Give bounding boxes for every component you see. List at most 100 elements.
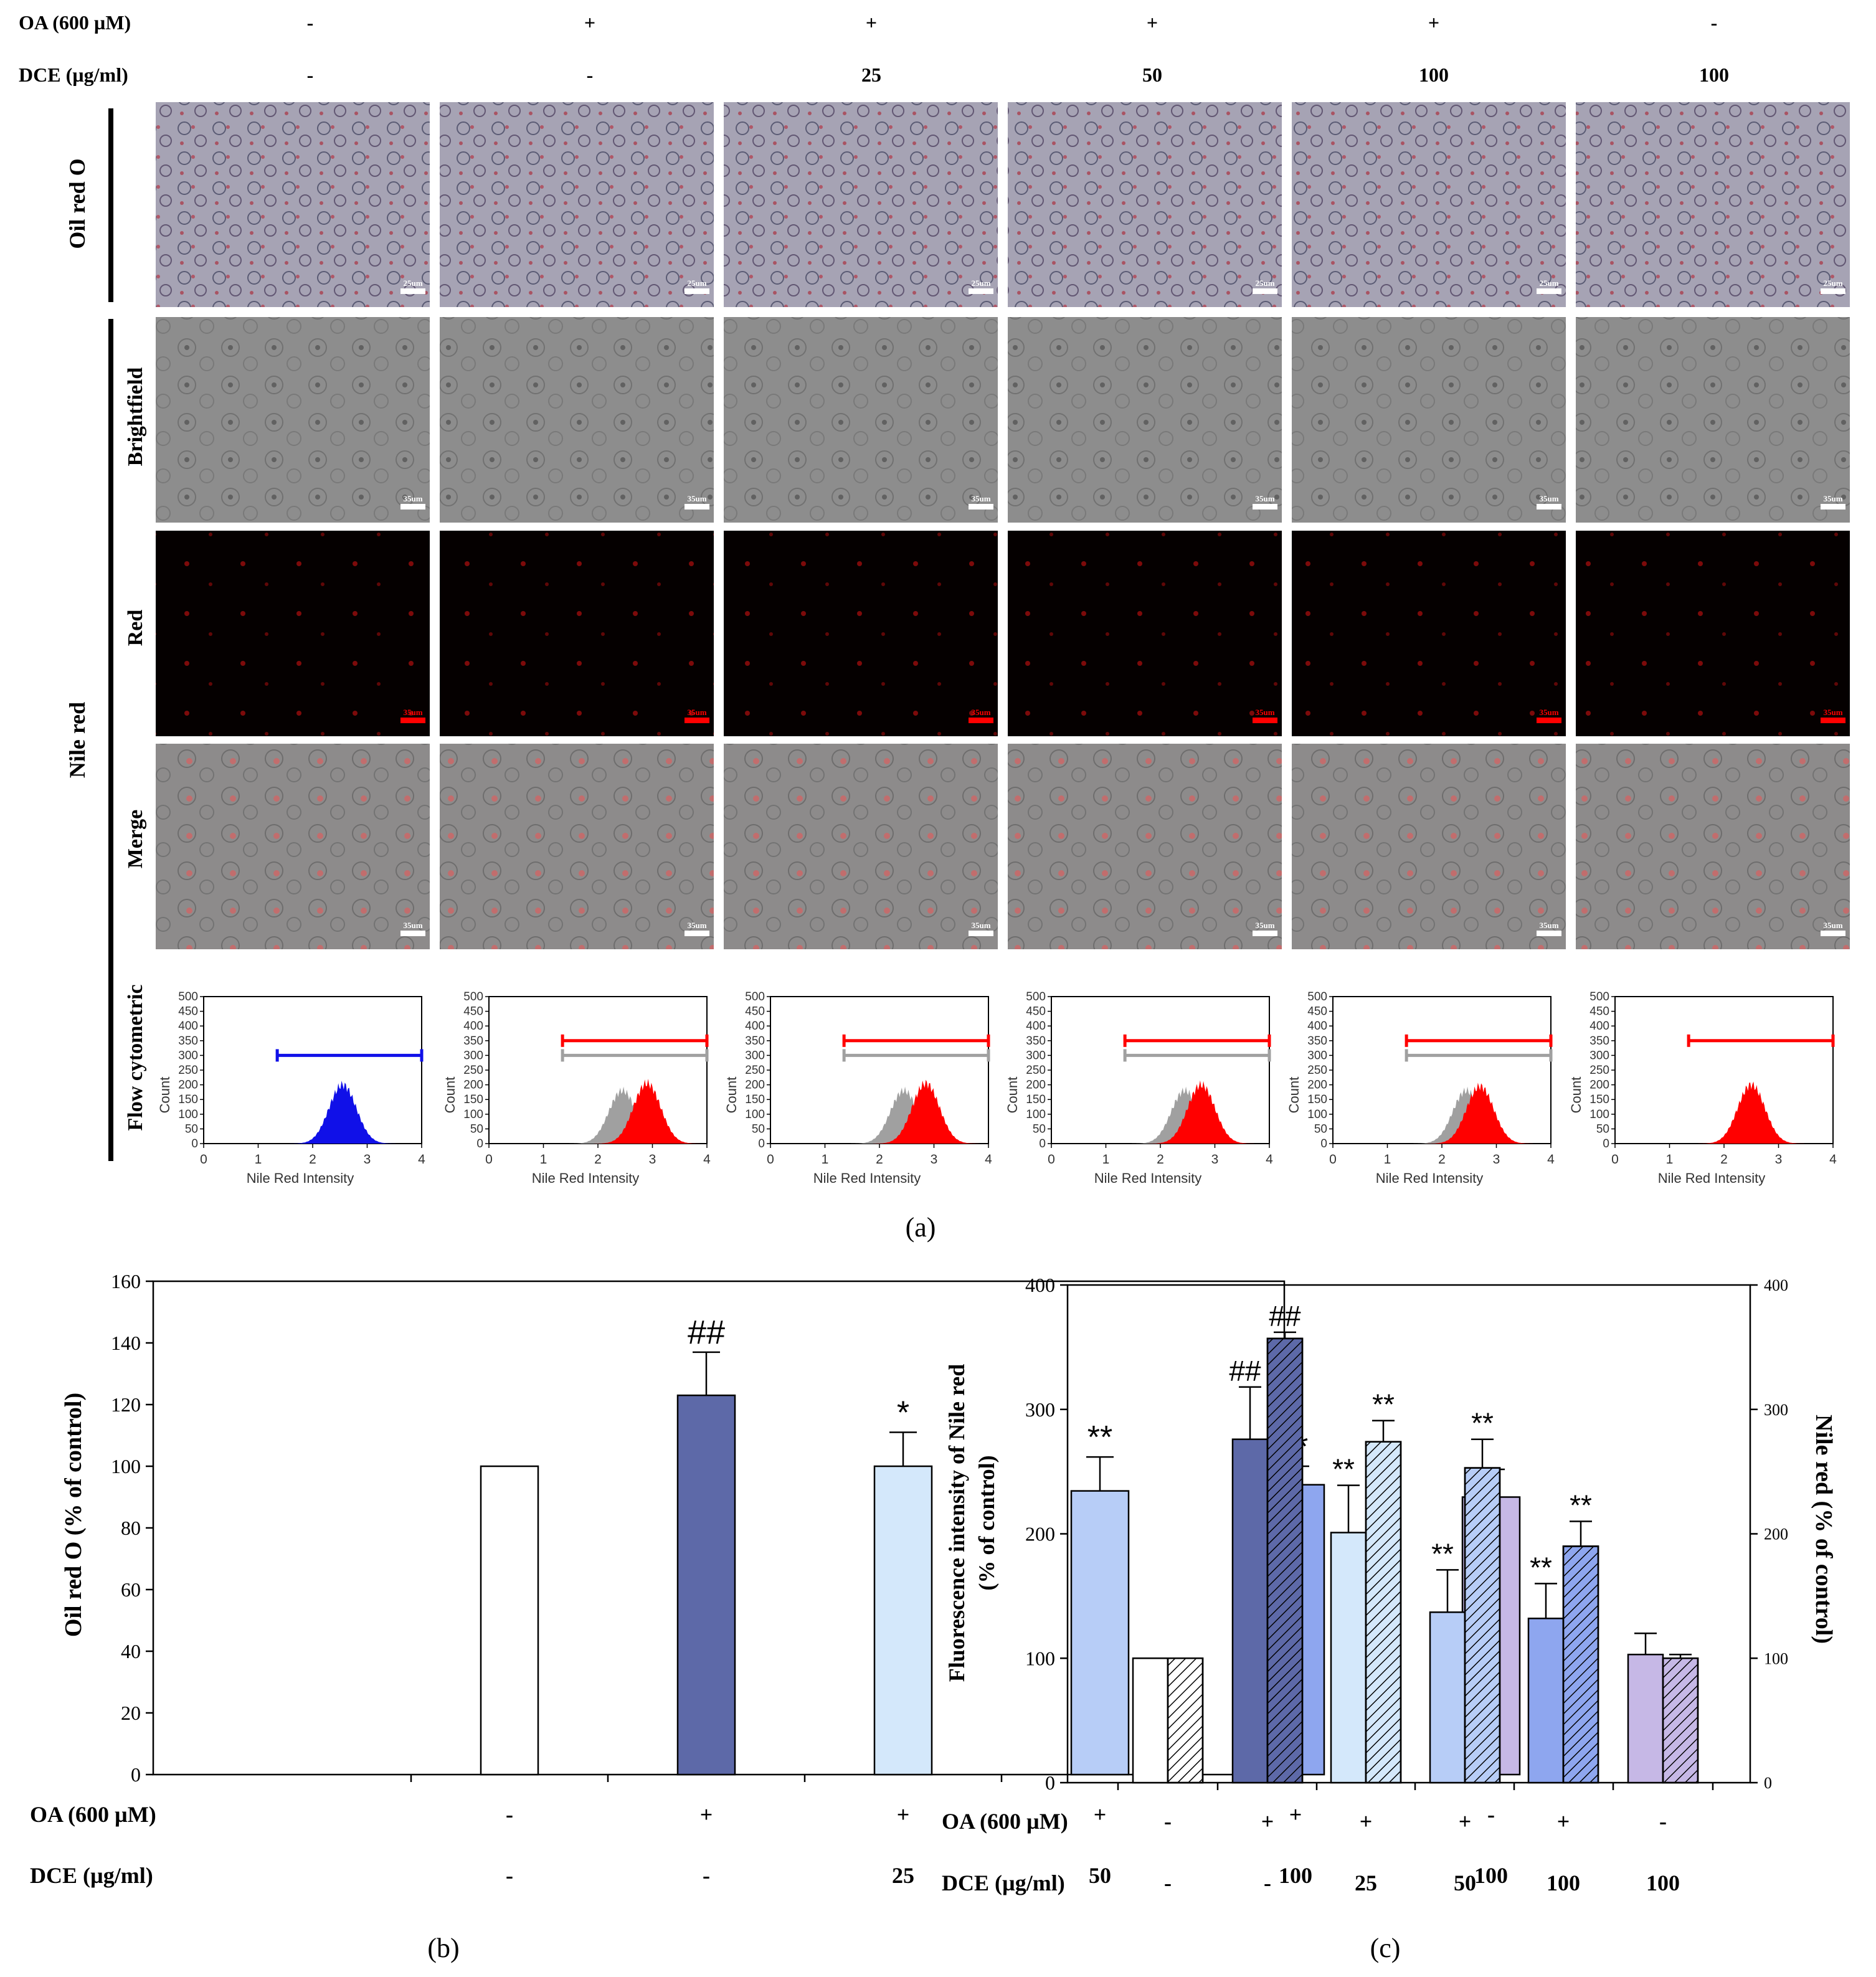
y-tick-label: 0 — [1603, 1137, 1609, 1150]
histogram-frame — [770, 996, 989, 1144]
scale-bar-label: 35um — [1539, 921, 1558, 930]
y-tick-label: 250 — [463, 1064, 483, 1077]
histogram-gray — [1130, 1086, 1239, 1144]
scale-bar-label: 35um — [971, 494, 990, 503]
dce-value: 50 — [1089, 1863, 1111, 1888]
y-tick-label: 450 — [463, 1005, 483, 1018]
y-tick-label: 150 — [463, 1093, 483, 1106]
x-axis-label: Nile Red Intensity — [1376, 1170, 1483, 1186]
oa-value: + — [1261, 1809, 1274, 1834]
x-tick-label: 0 — [1048, 1152, 1055, 1167]
microscopy-grid: 25um 25um 25um 25um 25um 25um 35um 35um 35um 35um… — [156, 102, 1850, 949]
y-tick-label: 100 — [463, 1108, 483, 1121]
scale-bar — [969, 718, 993, 723]
scale-bar — [400, 718, 425, 723]
scale-bar-label: 35um — [403, 494, 422, 503]
x-tick-label: 1 — [1666, 1152, 1674, 1167]
y-tick-label: 300 — [745, 1049, 765, 1062]
y-tick-label: 120 — [111, 1393, 141, 1416]
scale-bar-label: 25um — [1539, 278, 1558, 288]
y-tick-label: 350 — [745, 1035, 765, 1048]
scale-bar — [969, 931, 993, 936]
oa-value: + — [1094, 1802, 1107, 1827]
y-tick-label-right: 200 — [1764, 1525, 1788, 1543]
y-tick-label: 0 — [476, 1137, 483, 1150]
y-tick-label: 250 — [1026, 1064, 1046, 1077]
hatch-overlay — [1562, 1545, 1599, 1784]
scale-bar — [969, 288, 993, 294]
dce-value: - — [1264, 1870, 1271, 1895]
oa-value: + — [1557, 1809, 1570, 1834]
x-tick-label: 1 — [822, 1152, 829, 1167]
x-tick-label: 1 — [1384, 1152, 1391, 1167]
brightfield-image-2: 35um — [440, 317, 714, 523]
red-image-4: 35um — [1008, 531, 1282, 736]
dce-label: DCE (µg/ml) — [19, 64, 128, 86]
oa-value: + — [897, 1802, 910, 1827]
red-image-1: 35um — [156, 531, 430, 736]
oa-value: + — [1289, 1802, 1302, 1827]
merge-image-6: 35um — [1576, 744, 1850, 949]
x-tick-label: 0 — [485, 1152, 493, 1167]
scale-bar — [1537, 718, 1561, 723]
y-tick-label: 400 — [1307, 1020, 1327, 1033]
bar-1 — [480, 1465, 539, 1776]
dce-value: - — [506, 1863, 513, 1888]
chart-b-dce-label: DCE (µg/ml) — [30, 1863, 153, 1888]
scale-bar-label: 35um — [1823, 708, 1842, 717]
y-tick-label: 400 — [463, 1020, 483, 1033]
y-tick-label: 400 — [178, 1020, 198, 1033]
scale-bar-label: 25um — [403, 278, 422, 288]
y-tick-label: 50 — [752, 1122, 765, 1135]
y-tick-label: 20 — [121, 1702, 141, 1724]
y-tick-label: 200 — [745, 1079, 765, 1092]
scale-bar — [1537, 931, 1561, 936]
y-tick-label: 300 — [1026, 1049, 1046, 1062]
oa-value: - — [1487, 1802, 1495, 1827]
x-tick-label: 0 — [767, 1152, 774, 1167]
scale-bar-label: 35um — [1255, 708, 1274, 717]
dce-value: 100 — [1547, 1870, 1580, 1895]
scale-bar — [1821, 288, 1845, 294]
x-tick-label: 0 — [200, 1152, 207, 1167]
y-tick-label: 400 — [745, 1020, 765, 1033]
y-tick-label: 50 — [470, 1122, 483, 1135]
y-tick-label: 0 — [131, 1763, 141, 1786]
dce-value: 100 — [1699, 64, 1729, 86]
histogram-blue — [288, 1081, 397, 1144]
y-tick-label: 500 — [745, 990, 765, 1003]
histogram-gray — [849, 1086, 959, 1144]
panel-c-label: (c) — [1370, 1933, 1401, 1963]
dce-value: 25 — [1355, 1870, 1377, 1895]
y-tick-label-left: 400 — [1025, 1274, 1055, 1296]
x-axis-label: Nile Red Intensity — [247, 1170, 354, 1186]
red-image-6: 35um — [1576, 531, 1850, 736]
scale-bar — [685, 288, 709, 294]
scale-bar — [1821, 504, 1845, 510]
significance-label: ** — [1570, 1489, 1592, 1522]
y-tick-label: 500 — [178, 990, 198, 1003]
x-tick-label: 2 — [1438, 1152, 1446, 1167]
significance-label: ** — [1431, 1537, 1454, 1570]
row-label-brightfield: Brightfield — [124, 367, 147, 467]
solid-bar-5 — [1527, 1618, 1565, 1784]
x-tick-label: 1 — [1102, 1152, 1110, 1167]
y-tick-label: 100 — [1307, 1108, 1327, 1121]
x-tick-label: 2 — [1157, 1152, 1164, 1167]
y-tick-label: 50 — [1314, 1122, 1327, 1135]
y-tick-label-left: 300 — [1025, 1398, 1055, 1421]
x-axis-label: Nile Red Intensity — [813, 1170, 921, 1186]
row-label-red: Red — [124, 610, 147, 647]
bar-2 — [676, 1394, 736, 1776]
y-tick-label: 450 — [1026, 1005, 1046, 1018]
y-tick-label: 100 — [745, 1108, 765, 1121]
histogram-frame — [1051, 996, 1270, 1144]
x-tick-label: 4 — [418, 1152, 425, 1167]
oa-value: - — [506, 1802, 513, 1827]
dce-value: 50 — [1142, 64, 1162, 86]
significance-label: ** — [1471, 1407, 1494, 1439]
dce-value: - — [1164, 1870, 1172, 1895]
dce-value: - — [307, 64, 314, 86]
